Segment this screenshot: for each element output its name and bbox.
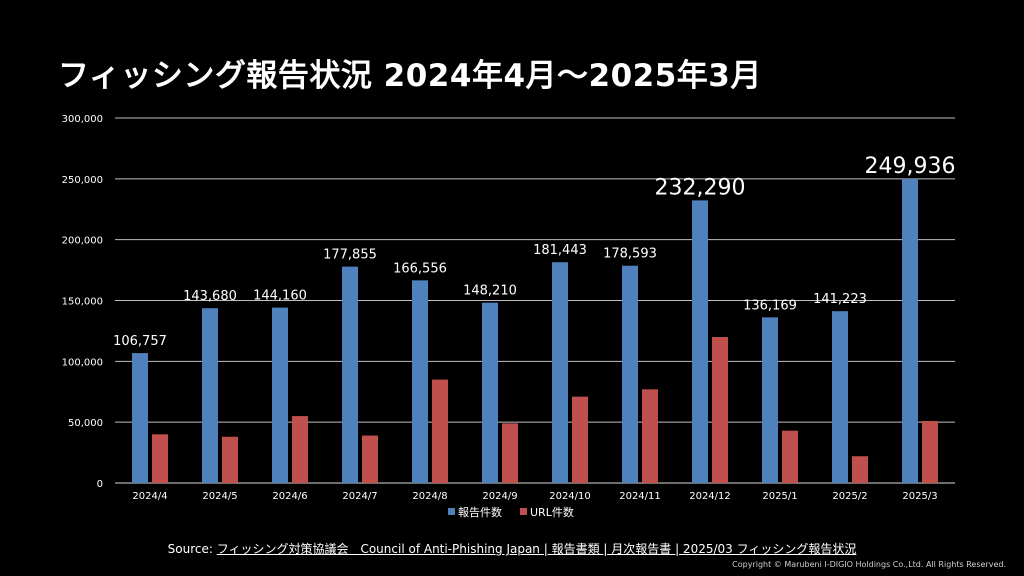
- data-label: 141,223: [813, 292, 867, 307]
- legend: 報告件数 URL件数: [448, 506, 574, 519]
- bar-reports: [272, 307, 288, 483]
- bar-urls: [642, 389, 658, 483]
- data-label: 232,290: [655, 175, 746, 200]
- copyright: Copyright © Marubeni I-DIGIO Holdings Co…: [732, 560, 1006, 569]
- x-tick-label: 2025/1: [762, 491, 797, 502]
- y-tick-label: 50,000: [68, 418, 103, 429]
- source-link[interactable]: フィッシング対策協議会 Council of Anti-Phishing Jap…: [216, 542, 857, 556]
- x-tick-label: 2024/5: [202, 491, 237, 502]
- data-labels: 106,757 143,680 144,160 177,855 166,556 148,2…: [113, 154, 955, 349]
- legend-label-urls: URL件数: [530, 506, 574, 519]
- legend-swatch-urls: [520, 508, 527, 515]
- x-tick-label: 2024/8: [412, 491, 447, 502]
- data-label: 178,593: [603, 247, 657, 262]
- x-tick-label: 2024/12: [689, 491, 731, 502]
- bar-urls: [572, 396, 588, 483]
- bar-urls: [712, 337, 728, 483]
- bar-reports: [902, 178, 918, 483]
- bar-urls: [432, 379, 448, 483]
- source-prefix: Source:: [167, 542, 217, 556]
- bar-urls: [852, 456, 868, 483]
- y-tick-label: 300,000: [62, 114, 103, 125]
- data-label: 177,855: [323, 248, 377, 263]
- x-axis: 2024/4 2024/5 2024/6 2024/7 2024/8 2024/9 2024…: [132, 491, 937, 502]
- bar-urls: [362, 435, 378, 483]
- bar-urls: [502, 423, 518, 483]
- gridlines: [115, 117, 955, 484]
- x-tick-label: 2024/10: [549, 491, 591, 502]
- x-tick-label: 2024/11: [619, 491, 661, 502]
- x-tick-label: 2024/6: [272, 491, 307, 502]
- bars: [132, 178, 938, 483]
- bar-reports: [692, 200, 708, 483]
- data-label: 249,936: [865, 154, 956, 179]
- bar-reports: [202, 308, 218, 483]
- page-title: フィッシング報告状況 2024年4月～2025年3月: [58, 58, 762, 94]
- data-label: 144,160: [253, 289, 307, 304]
- bar-reports: [762, 317, 778, 483]
- legend-label-reports: 報告件数: [458, 506, 502, 519]
- bar-urls: [222, 436, 238, 483]
- x-tick-label: 2025/3: [902, 491, 937, 502]
- bar-urls: [782, 430, 798, 483]
- data-label: 148,210: [463, 284, 517, 299]
- y-tick-label: 100,000: [62, 357, 103, 368]
- bar-reports: [482, 302, 498, 483]
- data-label: 166,556: [393, 261, 447, 276]
- source-line: Source: フィッシング対策協議会 Council of Anti-Phis…: [0, 540, 1024, 557]
- data-label: 181,443: [533, 243, 587, 258]
- x-tick-label: 2024/7: [342, 491, 377, 502]
- y-tick-label: 0: [97, 479, 103, 490]
- y-tick-label: 150,000: [62, 297, 103, 308]
- data-label: 106,757: [113, 334, 167, 349]
- data-label: 136,169: [743, 298, 797, 313]
- bar-reports: [622, 265, 638, 483]
- legend-swatch-reports: [448, 508, 455, 515]
- y-tick-label: 200,000: [62, 236, 103, 247]
- bar-urls: [292, 416, 308, 483]
- bar-reports: [342, 266, 358, 483]
- x-tick-label: 2024/9: [482, 491, 517, 502]
- bar-urls: [922, 420, 938, 483]
- x-tick-label: 2024/4: [132, 491, 167, 502]
- y-axis: 0 50,000 100,000 150,000 200,000 250,000 300,0…: [62, 114, 103, 490]
- bar-reports: [552, 262, 568, 483]
- x-tick-label: 2025/2: [832, 491, 867, 502]
- data-label: 143,680: [183, 289, 237, 304]
- bar-reports: [132, 353, 148, 483]
- bar-reports: [832, 311, 848, 483]
- bar-urls: [152, 434, 168, 483]
- y-tick-label: 250,000: [62, 175, 103, 186]
- bar-reports: [412, 280, 428, 483]
